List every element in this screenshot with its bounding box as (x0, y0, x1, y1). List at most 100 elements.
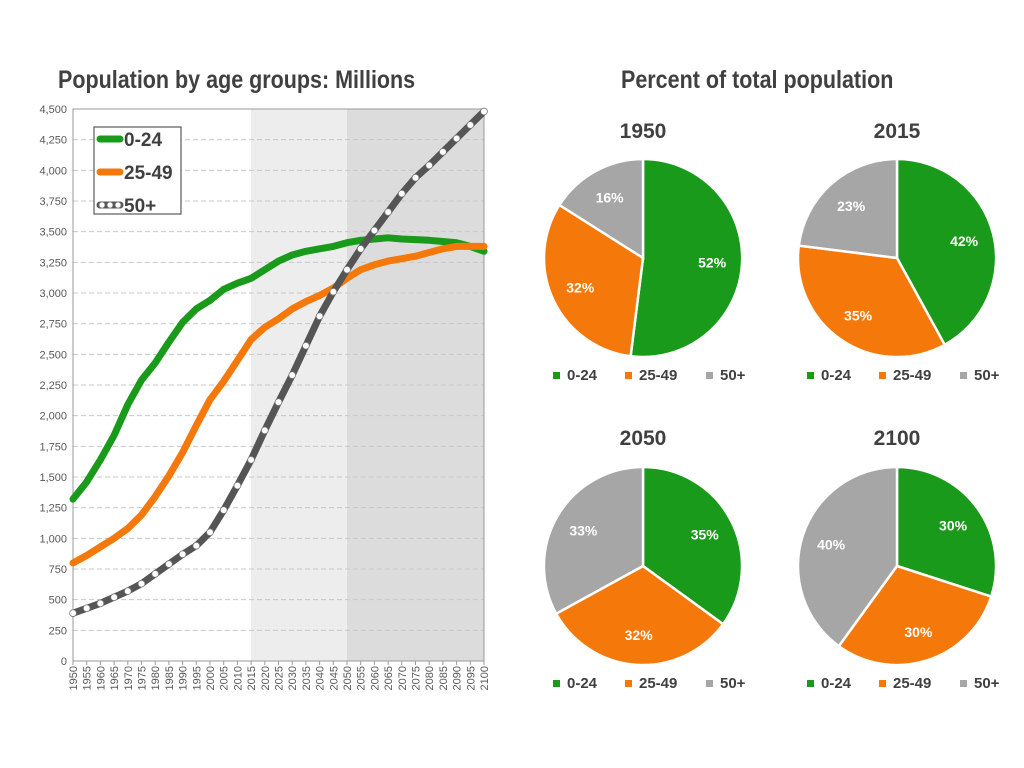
pie-legend-swatch (553, 680, 560, 687)
data-point-50plus (124, 587, 132, 595)
x-tick-label: 2000 (205, 666, 217, 690)
pie-data-label: 40% (817, 537, 846, 553)
pie-legend-swatch (879, 680, 886, 687)
y-tick-label: 1,750 (39, 441, 67, 453)
line-chart: 0 250 500 750 1,000 1,250 1,500 1,750 2,000 2,250… (39, 104, 491, 690)
pie-data-label: 32% (625, 627, 654, 643)
pie-slice-50+ (796, 465, 899, 648)
y-tick-label: 4,000 (39, 165, 67, 177)
pie-chart-1950: 1950 52% 32% 16% 0-24 25-49 50+ (542, 120, 746, 384)
data-point-50plus (137, 579, 146, 588)
pie-data-label: 23% (837, 198, 866, 214)
data-point-50plus (247, 456, 255, 464)
y-tick-label: 2,500 (39, 349, 67, 361)
pie-legend-swatch (807, 372, 814, 379)
y-tick-label: 3,750 (39, 196, 67, 208)
y-tick-label: 2,250 (39, 380, 67, 392)
pie-legend-label: 25-49 (893, 675, 931, 692)
pie-slice-50+ (797, 157, 899, 260)
pie-year-title: 2100 (874, 427, 921, 450)
pie-section-title: Percent of total population (621, 66, 894, 94)
pie-legend-swatch (807, 680, 814, 687)
data-point-50plus (219, 506, 228, 514)
pie-slice-25-49 (796, 244, 947, 359)
x-tick-label: 2020 (260, 666, 272, 690)
data-point-50plus (439, 148, 447, 156)
line-chart-title: Population by age groups: Millions (58, 66, 416, 94)
x-tick-label: 1955 (82, 666, 94, 690)
y-tick-label: 1,000 (39, 533, 67, 545)
pie-legend-label: 25-49 (893, 367, 931, 384)
legend-label-50+: 50+ (124, 196, 156, 217)
legend-label-25-49: 25-49 (124, 163, 173, 184)
data-point-50plus (329, 287, 338, 296)
pie-data-label: 30% (939, 517, 968, 533)
y-tick-label: 2,750 (39, 319, 67, 331)
pie-slice-50+ (557, 157, 645, 261)
y-tick-label: 0 (61, 656, 67, 668)
data-point-50plus (260, 426, 269, 435)
x-tick-label: 1985 (164, 666, 176, 690)
data-point-50plus (69, 609, 77, 617)
x-tick-label: 1970 (123, 666, 135, 690)
data-point-50plus (397, 189, 406, 198)
data-point-50plus (110, 593, 118, 602)
x-tick-label: 2100 (479, 666, 491, 690)
pie-legend-label: 0-24 (567, 367, 598, 384)
pie-slice-50+ (542, 465, 645, 616)
x-tick-label: 2050 (342, 666, 354, 690)
data-point-50plus (466, 121, 475, 129)
pie-slice-0-24 (895, 465, 998, 599)
pie-slice-0-24 (895, 157, 998, 347)
data-point-50plus (151, 570, 160, 578)
y-tick-label: 3,000 (39, 288, 67, 300)
pie-legend-swatch (706, 372, 713, 379)
pie-legend-label: 50+ (974, 675, 1000, 692)
y-tick-label: 1,500 (39, 472, 67, 484)
pie-legend-label: 25-49 (639, 367, 677, 384)
data-point-50plus (480, 107, 488, 116)
pie-data-label: 32% (566, 280, 595, 296)
data-point-50plus (233, 481, 242, 490)
pie-slice-25-49 (554, 564, 725, 667)
y-tick-label: 2,000 (39, 411, 67, 423)
x-tick-label: 2035 (301, 666, 313, 690)
pie-legend-swatch (625, 680, 632, 687)
x-tick-label: 2060 (369, 666, 381, 690)
x-tick-label: 1975 (137, 666, 149, 690)
y-tick-label: 3,500 (39, 227, 67, 239)
series-line-25-49 (69, 242, 488, 567)
data-point-50plus (96, 599, 105, 608)
pie-legend-swatch (553, 372, 560, 379)
x-tick-label: 2095 (465, 666, 477, 690)
pie-year-title: 2015 (874, 120, 921, 143)
data-point-50plus (425, 161, 434, 170)
y-tick-label: 4,250 (39, 135, 67, 147)
x-tick-label: 2065 (383, 666, 395, 690)
y-tick-label: 500 (49, 595, 67, 607)
data-point-50plus (274, 398, 283, 406)
pie-data-label: 35% (844, 307, 873, 323)
pie-data-label: 16% (596, 189, 625, 205)
pie-charts: 1950 52% 32% 16% 0-24 25-49 50+ 2015 42% 35% 23% 0-… (542, 120, 1000, 692)
pie-legend-swatch (960, 372, 967, 379)
data-point-50plus (178, 550, 187, 559)
pie-slice-25-49 (837, 564, 993, 667)
pie-data-label: 42% (950, 233, 979, 249)
x-tick-label: 1960 (95, 666, 107, 690)
line-legend: 0-24 25-49 50+ (93, 126, 182, 217)
series-line-0-24 (69, 234, 488, 503)
pie-data-label: 33% (569, 523, 598, 539)
shaded-region-1 (347, 109, 484, 661)
x-tick-label: 2040 (315, 666, 327, 690)
pie-legend-label: 0-24 (821, 675, 852, 692)
data-point-50plus (315, 312, 324, 321)
pie-legend-label: 0-24 (821, 367, 852, 384)
pie-data-label: 30% (904, 624, 933, 640)
x-tick-label: 2045 (328, 666, 340, 690)
pie-chart-2100: 2100 30% 30% 40% 0-24 25-49 50+ (796, 427, 1000, 692)
x-tick-label: 2085 (438, 666, 450, 690)
x-tick-label: 2090 (452, 666, 464, 690)
x-tick-label: 1995 (191, 666, 203, 690)
